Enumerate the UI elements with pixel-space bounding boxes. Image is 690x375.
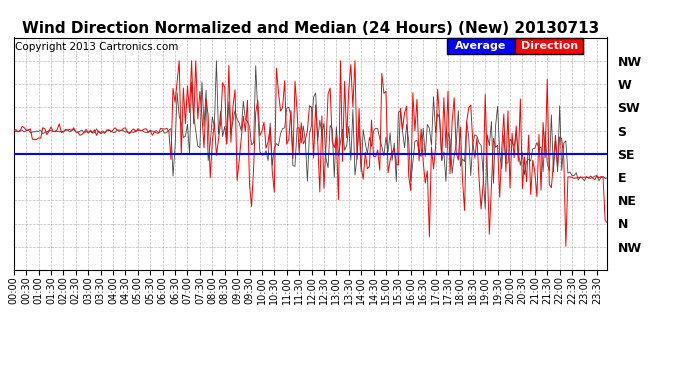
FancyBboxPatch shape (515, 38, 584, 54)
Title: Wind Direction Normalized and Median (24 Hours) (New) 20130713: Wind Direction Normalized and Median (24… (22, 21, 599, 36)
Text: Direction: Direction (521, 40, 578, 51)
Text: Average: Average (455, 40, 506, 51)
Text: Copyright 2013 Cartronics.com: Copyright 2013 Cartronics.com (15, 42, 178, 52)
FancyBboxPatch shape (447, 38, 515, 54)
